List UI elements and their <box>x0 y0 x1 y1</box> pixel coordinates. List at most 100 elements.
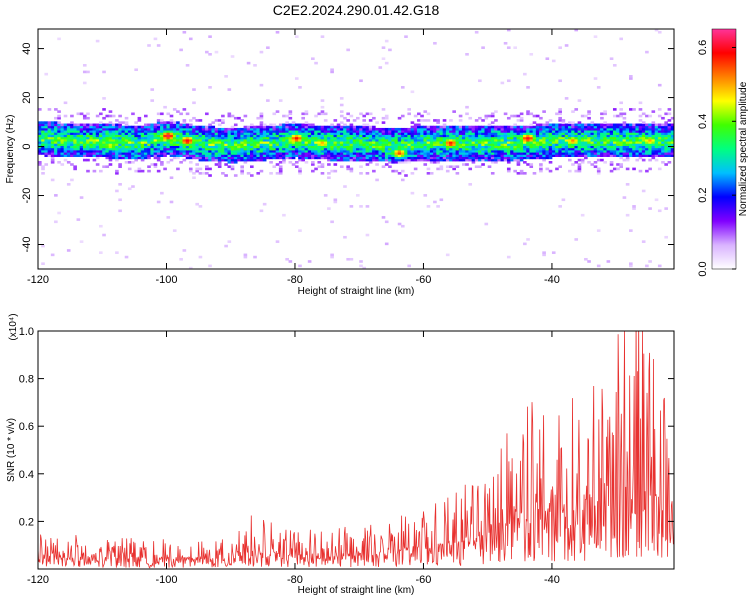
heatmap-cell <box>86 112 90 116</box>
heatmap-cell <box>442 127 447 131</box>
heatmap-cell <box>298 145 302 149</box>
heatmap-cell <box>462 138 466 142</box>
heatmap-cell <box>160 132 164 135</box>
heatmap-cell <box>144 132 148 135</box>
heatmap-cell <box>118 163 122 166</box>
heatmap-cell <box>246 149 251 153</box>
heatmap-cell <box>506 158 511 162</box>
heatmap-cell <box>127 134 132 138</box>
heatmap-cell <box>217 165 222 169</box>
heatmap-cell <box>577 134 582 138</box>
heatmap-cell <box>192 145 196 149</box>
heatmap-cell <box>73 165 77 169</box>
heatmap-cell <box>413 127 418 131</box>
heatmap-cell <box>481 143 485 146</box>
heatmap-cell <box>105 149 110 153</box>
heatmap-cell <box>166 143 171 146</box>
heatmap-cell <box>648 167 652 171</box>
heatmap-cell <box>417 125 421 129</box>
heatmap-cell <box>304 138 309 142</box>
heatmap-cell <box>282 114 286 118</box>
heatmap-cell <box>92 127 97 131</box>
heatmap-cell <box>253 136 257 140</box>
heatmap-cell <box>70 154 74 157</box>
heatmap-cell <box>352 130 357 133</box>
heatmap-cell <box>115 119 119 122</box>
heatmap-cell <box>336 156 341 160</box>
heatmap-cell <box>57 37 61 41</box>
heatmap-cell <box>256 143 261 146</box>
heatmap-cell <box>115 145 119 149</box>
heatmap-cell <box>47 134 52 138</box>
heatmap-cell <box>102 134 106 138</box>
heatmap-cell <box>629 138 633 142</box>
heatmap-cell <box>384 136 389 140</box>
heatmap-cell <box>654 198 659 202</box>
heatmap-cell <box>375 134 379 138</box>
heatmap-cell <box>301 134 305 138</box>
heatmap-cell <box>407 264 411 268</box>
heatmap-cell <box>304 136 309 140</box>
heatmap-cell <box>561 145 566 149</box>
heatmap-cell <box>115 149 119 153</box>
heatmap-cell <box>407 152 411 155</box>
heatmap-cell <box>38 161 42 164</box>
heatmap-cell <box>490 149 495 153</box>
heatmap-cell <box>651 132 656 135</box>
heatmap-cell <box>227 152 232 155</box>
heatmap-cell <box>468 116 473 120</box>
heatmap-cell <box>166 112 171 116</box>
heatmap-cell <box>230 136 235 140</box>
heatmap-cell <box>413 154 418 157</box>
heatmap-cell <box>147 145 151 149</box>
heatmap-cell <box>327 145 331 149</box>
heatmap-cell <box>600 125 604 129</box>
heatmap-cell <box>420 143 424 146</box>
heatmap-cell <box>407 138 411 142</box>
heatmap-cell <box>76 136 81 140</box>
heatmap-cell <box>124 147 129 151</box>
heatmap-cell <box>372 132 376 135</box>
heatmap-cell <box>147 169 151 173</box>
heatmap-cell <box>259 154 264 157</box>
heatmap-cell <box>429 156 434 160</box>
heatmap-cell <box>195 136 199 140</box>
heatmap-cell <box>50 253 55 257</box>
x-tick-label: -60 <box>416 274 432 286</box>
heatmap-cell <box>211 152 216 155</box>
heatmap-cell <box>539 154 543 157</box>
heatmap-cell <box>571 125 575 129</box>
heatmap-cell <box>510 138 514 142</box>
heatmap-cell <box>503 130 508 133</box>
heatmap-cell <box>381 116 386 120</box>
heatmap-cell <box>92 147 97 151</box>
heatmap-cell <box>333 125 338 129</box>
heatmap-cell <box>478 165 482 169</box>
heatmap-cell <box>198 134 203 138</box>
heatmap-cell <box>243 149 248 153</box>
heatmap-cell <box>240 134 244 138</box>
heatmap-cell <box>381 156 386 160</box>
heatmap-cell <box>638 125 643 129</box>
heatmap-cell <box>237 138 241 142</box>
heatmap-cell <box>529 138 534 142</box>
heatmap-cell <box>519 158 524 162</box>
heatmap-cell <box>539 127 543 131</box>
heatmap-cell <box>89 134 93 138</box>
heatmap-cell <box>278 154 283 157</box>
heatmap-cell <box>188 167 193 171</box>
heatmap-cell <box>661 130 665 133</box>
heatmap-cell <box>336 152 341 155</box>
heatmap-cell <box>134 152 138 155</box>
heatmap-cell <box>629 75 633 78</box>
heatmap-cell <box>76 138 81 142</box>
heatmap-cell <box>577 125 582 129</box>
heatmap-cell <box>542 110 546 113</box>
heatmap-cell <box>593 161 598 164</box>
heatmap-cell <box>343 136 347 140</box>
heatmap-cell <box>661 143 665 146</box>
heatmap-cell <box>481 152 485 155</box>
heatmap-cell <box>278 136 283 140</box>
heatmap-cell <box>47 149 52 153</box>
heatmap-cell <box>111 123 116 127</box>
